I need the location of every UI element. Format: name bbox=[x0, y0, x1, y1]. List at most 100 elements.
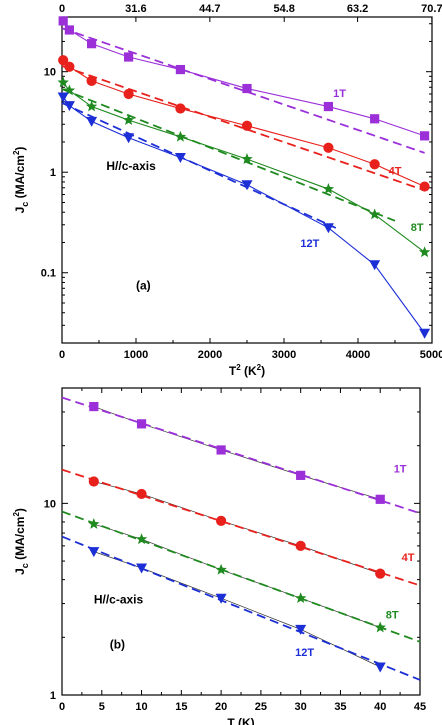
data-point bbox=[136, 419, 147, 429]
top-tick-label: 44.7 bbox=[199, 3, 220, 15]
data-point bbox=[64, 61, 75, 72]
y-axis-label: Jc (MA/cm2) bbox=[12, 508, 30, 575]
data-point bbox=[88, 547, 100, 558]
data-point bbox=[174, 153, 186, 164]
top-tick-label: 63.2 bbox=[347, 3, 368, 15]
data-point bbox=[241, 180, 253, 191]
data-point bbox=[175, 103, 186, 114]
data-point bbox=[88, 476, 99, 487]
data-point bbox=[294, 592, 307, 604]
series-label: 4T bbox=[389, 165, 402, 177]
field-direction-label: H//c-axis bbox=[106, 159, 156, 173]
data-point bbox=[86, 75, 97, 86]
series-12t: 12T bbox=[57, 92, 431, 339]
series-label: 8T bbox=[411, 222, 424, 234]
data-point bbox=[369, 159, 380, 170]
panel-a: 0 1000 2000 3000 4000 5000 0.1 1 10 0 31.6 44.7 54.8… bbox=[12, 3, 442, 378]
y-tick-label: 1 bbox=[50, 167, 56, 179]
data-point bbox=[241, 120, 253, 131]
data-point bbox=[242, 83, 252, 94]
data-point bbox=[57, 92, 69, 103]
series-label: 8T bbox=[386, 610, 399, 622]
x-tick-label: 15 bbox=[175, 701, 187, 713]
series-4t: 4T bbox=[61, 468, 421, 587]
data-point bbox=[323, 142, 334, 153]
y-tick-label: 10 bbox=[44, 498, 56, 510]
y-tick-label: 10 bbox=[44, 67, 56, 79]
data-point bbox=[375, 568, 386, 579]
x-tick-label: 1000 bbox=[124, 349, 148, 361]
series-label: 12T bbox=[300, 238, 319, 250]
data-point bbox=[295, 624, 307, 635]
data-point bbox=[123, 88, 134, 100]
y-tick-label: 1 bbox=[50, 690, 56, 702]
data-point bbox=[174, 130, 187, 142]
x-tick-label: 4000 bbox=[346, 349, 370, 361]
data-point bbox=[370, 114, 380, 124]
data-point bbox=[136, 488, 147, 500]
x-tick-label: 5 bbox=[99, 701, 105, 713]
fit-line bbox=[61, 102, 337, 229]
series-12t: 12T bbox=[61, 535, 421, 681]
data-point bbox=[420, 131, 430, 141]
data-point bbox=[57, 76, 69, 88]
top-tick-label: 0 bbox=[59, 3, 65, 15]
x-tick-label: 0 bbox=[59, 701, 65, 713]
series-8t: 8T bbox=[61, 510, 421, 643]
data-point bbox=[322, 183, 335, 194]
top-tick-label: 31.6 bbox=[125, 3, 146, 15]
data-point bbox=[64, 25, 74, 35]
x-tick-label: 10 bbox=[135, 701, 147, 713]
x-tick-label: 30 bbox=[295, 701, 307, 713]
fit-line bbox=[61, 88, 396, 222]
data-point bbox=[296, 470, 306, 480]
data-point bbox=[295, 540, 306, 551]
fit-line bbox=[61, 396, 421, 515]
series-1t: 1T bbox=[58, 16, 430, 154]
series-label: 12T bbox=[295, 647, 314, 659]
data-point bbox=[63, 101, 75, 112]
y-tick-label: 0.1 bbox=[41, 268, 56, 280]
x-tick-label: 5000 bbox=[420, 349, 442, 361]
x-tick-label: 2000 bbox=[198, 349, 222, 361]
data-point bbox=[375, 494, 385, 504]
series-line bbox=[93, 551, 381, 668]
data-point bbox=[322, 223, 334, 234]
panel-label: (a) bbox=[136, 279, 151, 293]
fit-line bbox=[61, 27, 425, 154]
data-point bbox=[175, 64, 185, 75]
data-point bbox=[63, 84, 76, 96]
data-point bbox=[374, 662, 386, 673]
data-point bbox=[419, 328, 431, 339]
x-tick-label: 25 bbox=[255, 701, 267, 713]
data-point bbox=[323, 101, 333, 112]
x-tick-label: 3000 bbox=[272, 349, 296, 361]
data-point bbox=[58, 55, 69, 66]
field-direction-label: H//c-axis bbox=[94, 593, 144, 607]
plot-frame bbox=[61, 16, 433, 344]
series-label: 1T bbox=[333, 88, 346, 100]
x-tick-label: 40 bbox=[374, 701, 386, 713]
data-point bbox=[87, 39, 97, 49]
data-point bbox=[215, 563, 227, 575]
top-tick-label: 70.7 bbox=[421, 3, 442, 15]
series-label: 4T bbox=[402, 552, 415, 564]
data-point bbox=[241, 153, 253, 164]
x-axis-label: T (K) bbox=[227, 716, 254, 725]
data-point bbox=[368, 208, 381, 220]
data-point bbox=[85, 100, 98, 112]
data-point bbox=[86, 116, 98, 127]
data-point bbox=[124, 52, 134, 62]
data-point bbox=[89, 401, 99, 412]
series-4t: 4T bbox=[58, 55, 430, 192]
series-line bbox=[62, 96, 426, 334]
data-point bbox=[88, 518, 100, 529]
series-1t: 1T bbox=[61, 396, 421, 515]
fit-line bbox=[61, 468, 421, 587]
y-axis-label: Jc (MA/cm2) bbox=[12, 147, 30, 214]
series-8t: 8T bbox=[57, 76, 431, 258]
panel-b: 0 5 10 15 20 25 30 35 40 45 1 10 T (K) Jc (MA/cm2) 1T 4… bbox=[12, 387, 426, 725]
series-label: 1T bbox=[394, 463, 407, 475]
data-point bbox=[418, 246, 431, 258]
